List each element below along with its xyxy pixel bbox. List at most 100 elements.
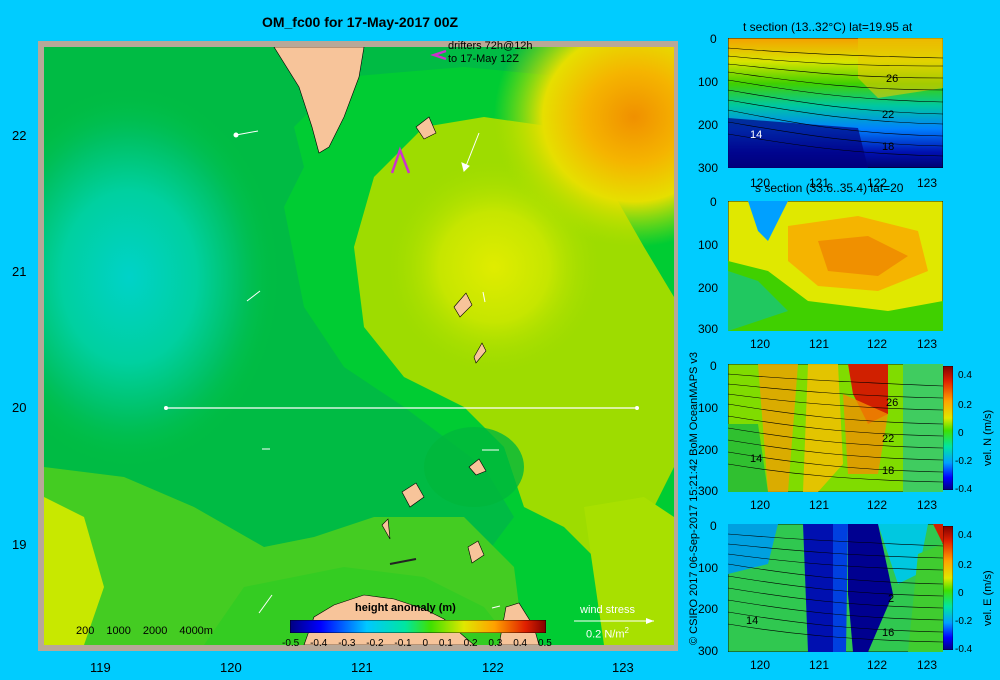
veln-contour-label: 26 xyxy=(886,397,898,409)
height-anomaly-colorbar xyxy=(290,620,546,633)
veln-section-plot: 26 22 18 14 xyxy=(728,364,943,492)
temp-lon-tick: 120 xyxy=(750,176,771,190)
salt-depth-tick: 100 xyxy=(698,238,719,252)
colorbar-title: height anomaly (m) xyxy=(355,602,456,614)
southwest-yellow xyxy=(44,497,104,645)
vele-lon-tick: 122 xyxy=(867,658,888,672)
vele-red-spot xyxy=(933,524,943,544)
vele-lon-tick: 123 xyxy=(917,658,938,672)
temp-contour-label: 14 xyxy=(750,129,762,141)
salt-depth-tick: 200 xyxy=(698,281,719,295)
lon-tick-121: 121 xyxy=(351,660,373,675)
southeast-yellow xyxy=(584,497,674,645)
salt-lon-tick: 123 xyxy=(917,337,938,351)
veln-cb-tick: -0.4 xyxy=(955,484,973,495)
lat-tick-22: 22 xyxy=(12,128,27,143)
colorbar-tick: -0.3 xyxy=(338,638,356,649)
temp-depth-tick: 0 xyxy=(710,32,717,46)
temp-lon-tick: 121 xyxy=(809,176,830,190)
salt-lon-tick: 120 xyxy=(750,337,771,351)
veln-lon-tick: 122 xyxy=(867,498,888,512)
vele-colorbar xyxy=(943,526,953,650)
vele-cb-tick: 0.2 xyxy=(958,560,972,571)
veln-cb-tick: -0.2 xyxy=(955,456,973,467)
drifter-track-dark xyxy=(389,558,417,565)
veln-depth-tick: 200 xyxy=(698,443,719,457)
veln-lon-tick: 121 xyxy=(809,498,830,512)
vele-depth-tick: 200 xyxy=(698,602,719,616)
wind-stress-superscript: 2 xyxy=(624,626,629,635)
temp-section-title: t section (13..32°C) lat=19.95 at xyxy=(743,20,913,34)
temp-lon-tick: 123 xyxy=(917,176,938,190)
temp-contour-label: 18 xyxy=(882,141,894,153)
veln-green-west xyxy=(728,424,768,492)
veln-contour-label: 14 xyxy=(750,453,762,465)
veln-colorbar-label: vel. N (m/s) xyxy=(982,409,994,466)
vele-cb-tick: 0.4 xyxy=(958,530,972,541)
lat-tick-20: 20 xyxy=(12,400,27,415)
veln-orange-core xyxy=(843,394,888,474)
veln-contour-label: 18 xyxy=(882,465,894,477)
vele-cb-tick: -0.4 xyxy=(955,644,973,655)
veln-orange-band-1 xyxy=(758,364,798,492)
veln-depth-tick: 300 xyxy=(698,484,719,498)
depth-legend-1000: 1000 xyxy=(106,625,131,637)
veln-colorbar xyxy=(943,366,953,490)
temp-shallow-east xyxy=(858,38,943,98)
island-6 xyxy=(381,518,391,540)
cold-eddy xyxy=(44,87,279,467)
salt-blue-column xyxy=(748,201,788,241)
salt-section-title: s section (33.6..35.4) lat=20 xyxy=(755,181,904,195)
salt-depth-tick: 0 xyxy=(710,195,717,209)
vele-contours xyxy=(728,533,943,643)
vele-cb-tick: 0 xyxy=(958,588,964,599)
lon-tick-119: 119 xyxy=(90,660,111,675)
temp-lon-tick: 122 xyxy=(867,176,888,190)
veln-cb-tick: 0 xyxy=(958,428,964,439)
colorbar-tick: 0.2 xyxy=(463,638,478,649)
vele-contour-label: 2 xyxy=(888,593,894,605)
temp-depth-tick: 200 xyxy=(698,118,719,132)
vele-contour-label: 14 xyxy=(746,615,758,627)
salt-section-plot xyxy=(728,201,943,331)
wind-stress-label: wind stress xyxy=(580,604,636,616)
temp-deep-west xyxy=(728,118,868,168)
section-line-end xyxy=(635,406,639,410)
colorbar-tick: 0.3 xyxy=(488,638,503,649)
island-4 xyxy=(468,458,487,476)
temp-contours xyxy=(728,47,943,157)
veln-contours xyxy=(728,373,943,483)
temp-depth-tick: 100 xyxy=(698,75,719,89)
temp-contour-label: 22 xyxy=(882,109,894,121)
vele-depth-tick: 300 xyxy=(698,644,719,658)
vele-depth-tick: 100 xyxy=(698,561,719,575)
drifters-label-line2: to 17-May 12Z xyxy=(448,53,519,65)
depth-legend-2000: 2000 xyxy=(142,625,168,637)
colorbar-tick: 0.5 xyxy=(537,638,552,649)
vele-lon-tick: 121 xyxy=(809,658,830,672)
veln-green-east xyxy=(903,364,943,492)
island-7 xyxy=(467,540,485,564)
island-5 xyxy=(401,482,425,508)
veln-cb-tick: 0.4 xyxy=(958,370,972,381)
salt-lon-tick: 121 xyxy=(809,337,830,351)
sea-height-map xyxy=(44,47,674,645)
veln-orange-band-2 xyxy=(803,364,843,492)
vele-depth-tick: 0 xyxy=(710,519,717,533)
colorbar-tick: -0.5 xyxy=(282,638,300,649)
vele-cb-tick: -0.2 xyxy=(955,616,973,627)
temp-contour-label: 26 xyxy=(886,73,898,85)
section-line-start xyxy=(164,406,168,410)
lon-tick-120: 120 xyxy=(220,660,242,675)
taiwan-land xyxy=(273,47,365,154)
depth-legend: 200 1000 2000 4000m xyxy=(76,625,213,637)
temp-section-plot: 26 22 18 14 xyxy=(728,38,943,168)
lon-tick-122: 122 xyxy=(482,660,504,675)
veln-depth-tick: 100 xyxy=(698,401,719,415)
vele-lon-tick: 120 xyxy=(750,658,771,672)
colorbar-tick: 0.1 xyxy=(438,638,453,649)
drifters-label-line1: drifters 72h@12h xyxy=(448,40,533,52)
veln-cb-tick: 0.2 xyxy=(958,400,972,411)
drifter-tracks xyxy=(390,49,447,174)
lat-tick-21: 21 xyxy=(12,264,27,279)
